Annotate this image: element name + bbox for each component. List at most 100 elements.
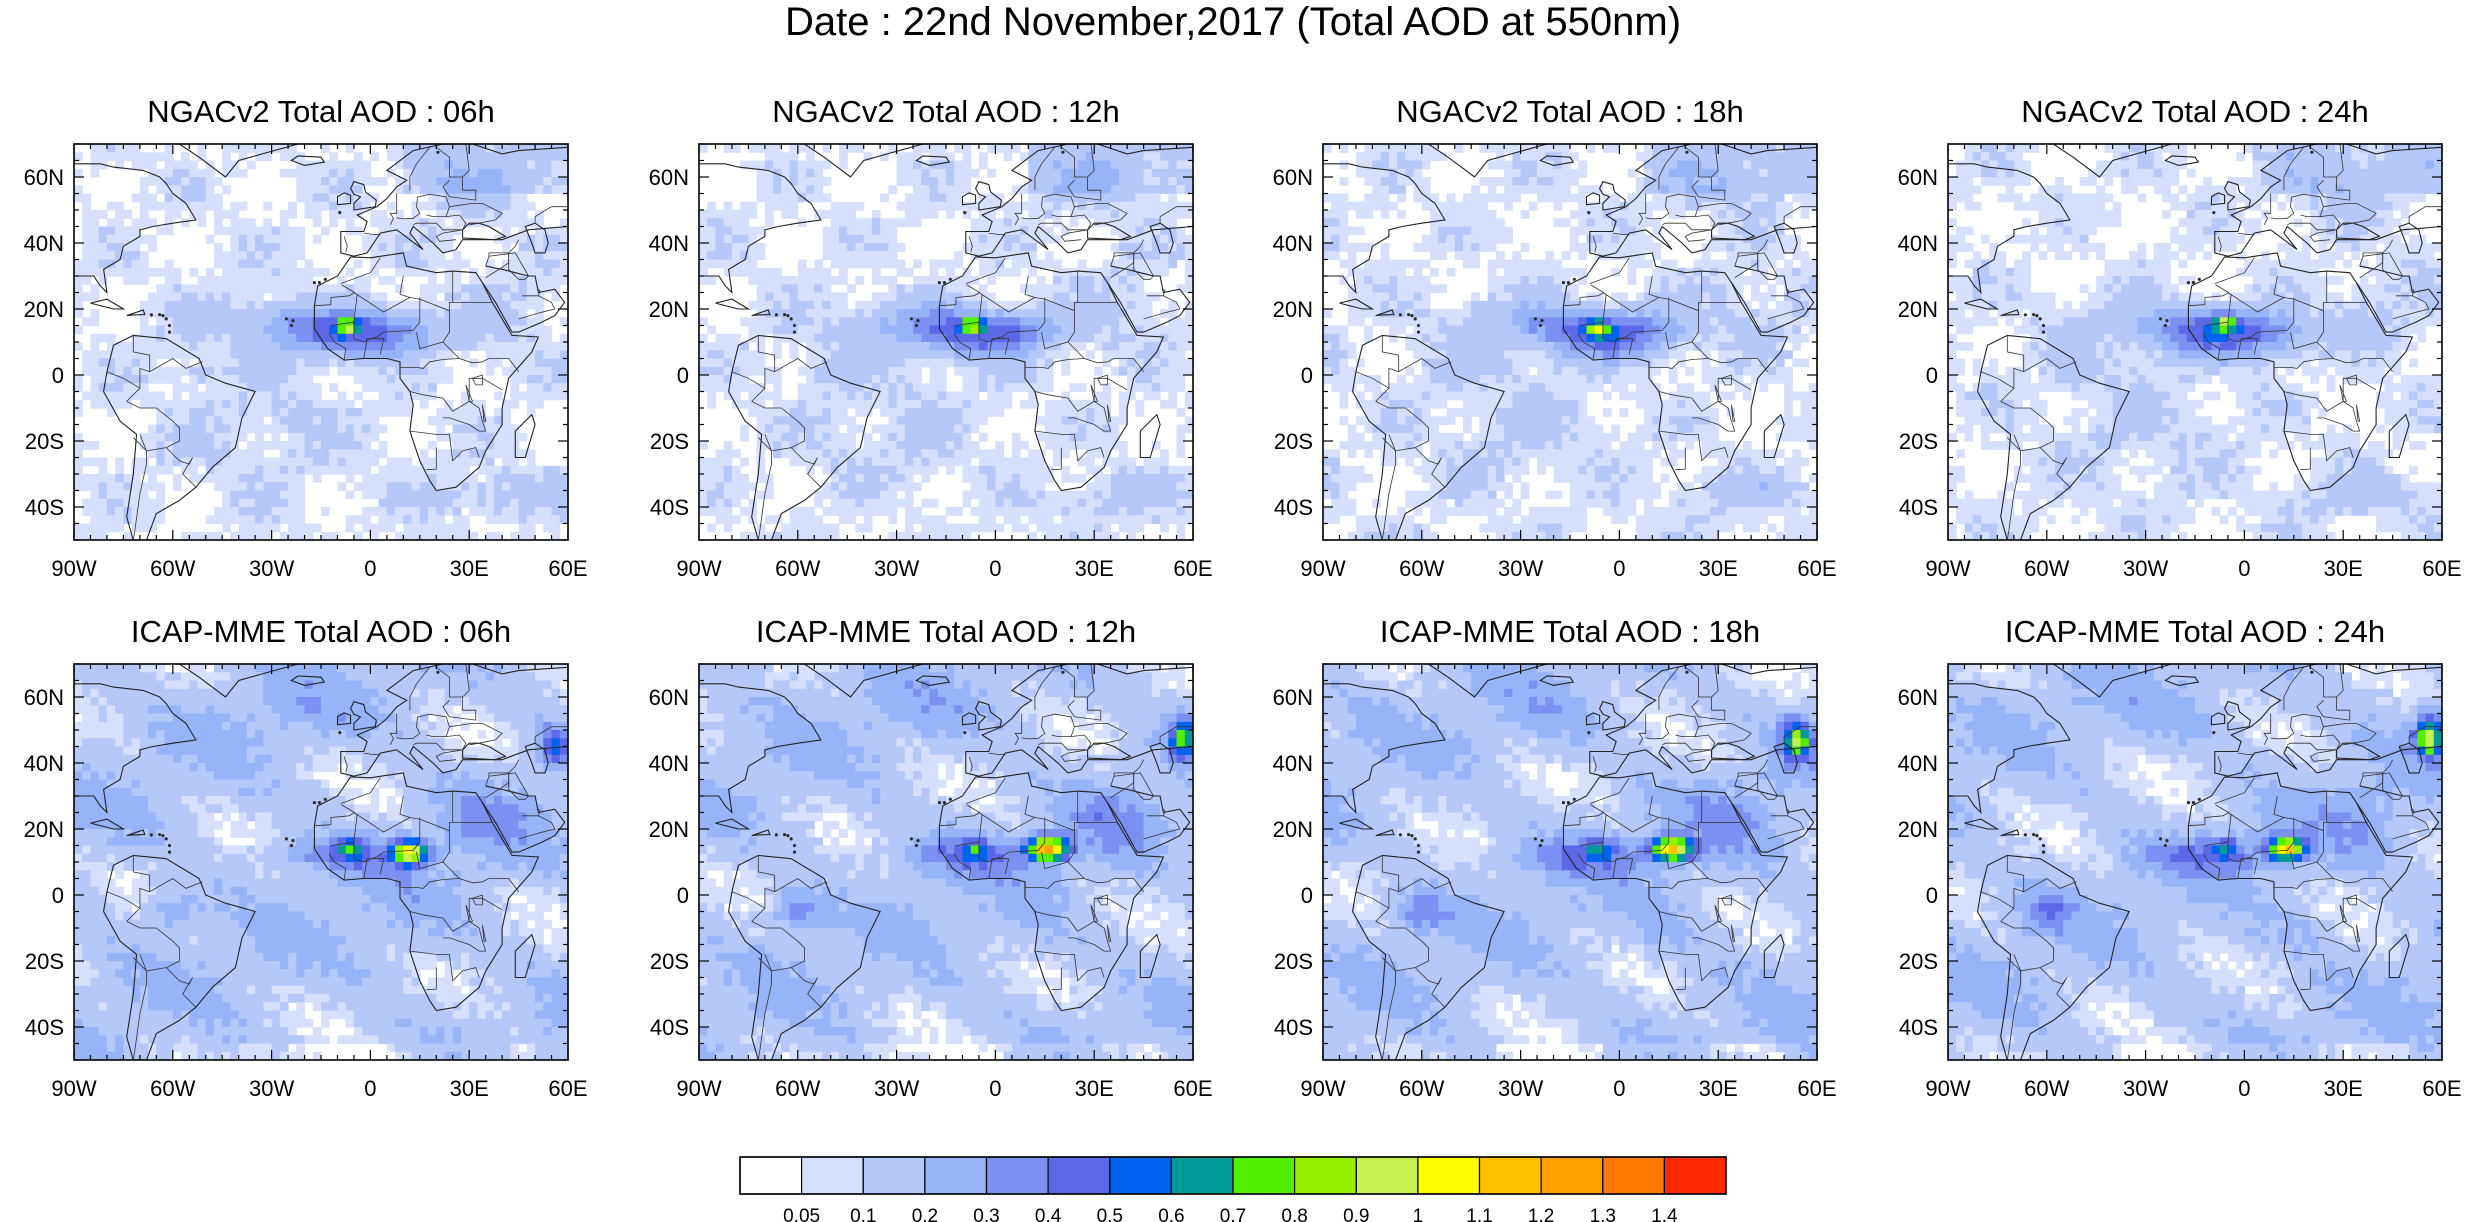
map-panel: ICAP-MME Total AOD : 06h 90W 60W 30W 0 30E 60E…	[24, 614, 588, 1101]
lat-tick-label: 20S	[1899, 429, 1938, 454]
lat-tick-label: 60N	[649, 165, 689, 190]
lon-tick-label: 60E	[1173, 1076, 1212, 1101]
lon-tick-label: 30W	[1498, 1076, 1543, 1101]
aod-field	[699, 664, 1193, 1060]
coastlines	[74, 664, 568, 1060]
lat-tick-label: 20S	[1899, 949, 1938, 974]
lat-tick-label: 20N	[649, 297, 689, 322]
lon-tick-label: 90W	[676, 1076, 721, 1101]
lat-tick-label: 60N	[1273, 685, 1313, 710]
lon-tick-label: 30W	[249, 1076, 294, 1101]
lon-tick-label: 60W	[775, 1076, 820, 1101]
lon-tick-label: 60W	[2024, 1076, 2069, 1101]
country-borders	[1355, 144, 1817, 540]
lat-tick-label: 40N	[649, 751, 689, 776]
lat-tick-label: 60N	[1898, 685, 1938, 710]
aod-field	[1323, 664, 1817, 1060]
lon-tick-label: 30W	[2123, 556, 2168, 581]
lat-tick-label: 40N	[24, 231, 64, 256]
lon-tick-label: 90W	[51, 556, 96, 581]
lat-tick-label: 60N	[24, 685, 64, 710]
lon-tick-label: 60E	[2422, 556, 2461, 581]
lat-tick-label: 40S	[25, 1015, 64, 1040]
panel-title: ICAP-MME Total AOD : 18h	[1380, 614, 1760, 649]
lon-tick-label: 60E	[548, 556, 587, 581]
lat-tick-label: 0	[52, 363, 64, 388]
lon-tick-label: 90W	[1300, 556, 1345, 581]
lon-tick-label: 0	[1613, 1076, 1625, 1101]
coastlines	[1323, 144, 1817, 540]
lat-tick-label: 40S	[1899, 1015, 1938, 1040]
lat-tick-label: 20N	[1273, 817, 1313, 842]
lat-tick-label: 20S	[650, 429, 689, 454]
lat-tick-label: 20N	[1898, 817, 1938, 842]
map-panel: ICAP-MME Total AOD : 24h 90W 60W 30W 0 30E 60E…	[1898, 614, 2462, 1101]
lon-tick-label: 0	[364, 1076, 376, 1101]
country-borders	[731, 144, 1193, 540]
map-panel: ICAP-MME Total AOD : 12h 90W 60W 30W 0 30E 60E…	[649, 614, 1213, 1101]
lat-tick-label: 60N	[1273, 165, 1313, 190]
country-borders	[106, 664, 568, 1060]
lon-tick-label: 60E	[1173, 556, 1212, 581]
panel-title: NGACv2 Total AOD : 18h	[1396, 94, 1743, 129]
aod-field	[1948, 664, 2442, 1060]
lon-tick-label: 60W	[775, 556, 820, 581]
lon-tick-label: 0	[2238, 556, 2250, 581]
lon-tick-label: 30E	[2324, 556, 2363, 581]
lon-tick-label: 30W	[874, 556, 919, 581]
panel-title: NGACv2 Total AOD : 24h	[2021, 94, 2368, 129]
country-borders	[106, 144, 568, 540]
lon-tick-label: 30W	[249, 556, 294, 581]
lon-tick-label: 90W	[1300, 1076, 1345, 1101]
lat-tick-label: 40S	[650, 1015, 689, 1040]
lon-tick-label: 60E	[1797, 1076, 1836, 1101]
lon-tick-label: 90W	[51, 1076, 96, 1101]
lat-tick-label: 20N	[649, 817, 689, 842]
country-borders	[1355, 664, 1817, 1060]
lon-tick-label: 90W	[1925, 556, 1970, 581]
lon-tick-label: 60E	[2422, 1076, 2461, 1101]
lat-tick-label: 40N	[1898, 751, 1938, 776]
lat-tick-label: 40N	[1273, 231, 1313, 256]
coastlines	[1323, 664, 1817, 1060]
panel-title: ICAP-MME Total AOD : 12h	[756, 614, 1136, 649]
panel-title: ICAP-MME Total AOD : 24h	[2005, 614, 2385, 649]
lat-tick-label: 40N	[24, 751, 64, 776]
lat-tick-label: 40S	[1274, 495, 1313, 520]
lat-tick-label: 0	[52, 883, 64, 908]
lat-tick-label: 20S	[650, 949, 689, 974]
lat-tick-label: 0	[677, 883, 689, 908]
map-panel: ICAP-MME Total AOD : 18h 90W 60W 30W 0 30E 60E…	[1273, 614, 1837, 1101]
lon-tick-label: 30E	[1075, 556, 1114, 581]
lat-tick-label: 0	[677, 363, 689, 388]
lat-tick-label: 40S	[1274, 1015, 1313, 1040]
panel-title: ICAP-MME Total AOD : 06h	[131, 614, 511, 649]
lon-tick-label: 60E	[548, 1076, 587, 1101]
lon-tick-label: 60E	[1797, 556, 1836, 581]
coastlines	[1948, 144, 2442, 540]
country-borders	[1980, 144, 2442, 540]
lon-tick-label: 30W	[874, 1076, 919, 1101]
lon-tick-label: 60W	[150, 1076, 195, 1101]
lon-tick-label: 60W	[150, 556, 195, 581]
lat-tick-label: 0	[1926, 883, 1938, 908]
country-borders	[731, 664, 1193, 1060]
lon-tick-label: 0	[989, 1076, 1001, 1101]
lon-tick-label: 30E	[1699, 556, 1738, 581]
lat-tick-label: 40N	[1273, 751, 1313, 776]
lat-tick-label: 40S	[25, 495, 64, 520]
lat-tick-label: 20N	[1898, 297, 1938, 322]
lat-tick-label: 20S	[1274, 949, 1313, 974]
lon-tick-label: 0	[364, 556, 376, 581]
aod-field	[1948, 144, 2442, 540]
lat-tick-label: 20N	[24, 817, 64, 842]
aod-field	[74, 664, 568, 1060]
lon-tick-label: 30E	[450, 556, 489, 581]
lat-tick-label: 20N	[1273, 297, 1313, 322]
aod-field	[1323, 144, 1817, 540]
map-panel: NGACv2 Total AOD : 18h 90W 60W 30W 0 30E 60E 60…	[1273, 94, 1837, 581]
lon-tick-label: 0	[2238, 1076, 2250, 1101]
lon-tick-label: 60W	[1399, 1076, 1444, 1101]
lon-tick-label: 30W	[1498, 556, 1543, 581]
